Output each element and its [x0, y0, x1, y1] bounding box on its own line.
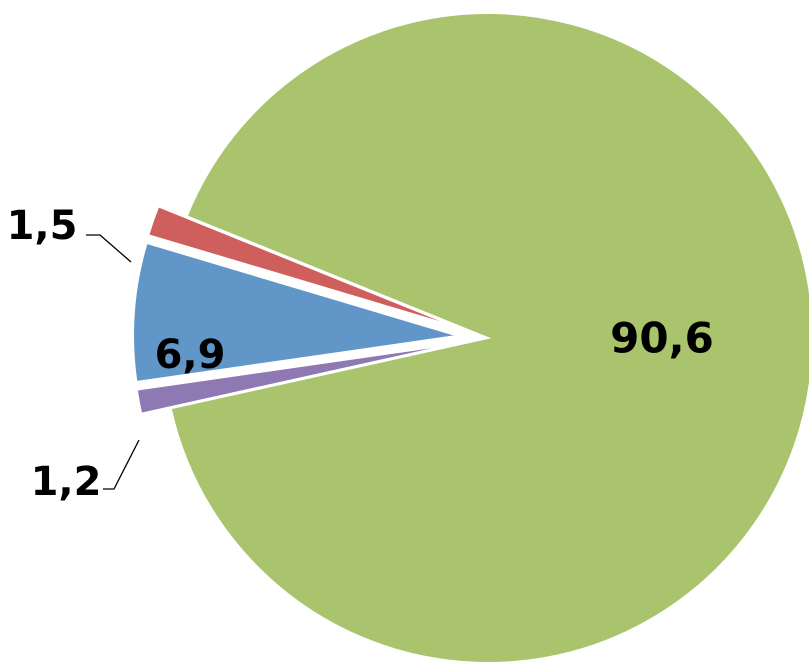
leader-lines: [86, 234, 140, 490]
pie-slice-0: [169, 12, 809, 663]
pie-slices: [132, 12, 809, 663]
data-labels: 90,6 1,2 6,9 1,5: [7, 203, 714, 505]
pie-slice-1: [135, 342, 459, 415]
pie-slice-2: [132, 241, 459, 384]
leader-line-3: [86, 234, 132, 263]
data-label-2: 6,9: [155, 332, 226, 378]
data-label-1: 1,2: [31, 459, 102, 505]
data-label-0: 90,6: [610, 314, 714, 363]
leader-line-1: [103, 439, 140, 490]
data-label-3: 1,5: [7, 203, 78, 249]
pie-slice-3: [147, 205, 461, 330]
